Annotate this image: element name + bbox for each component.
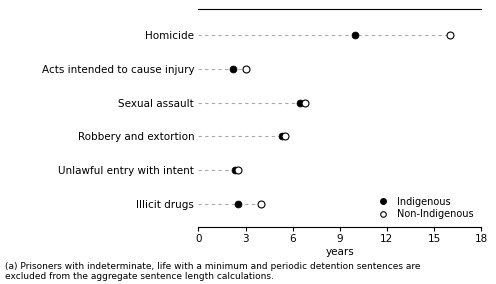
Point — [231, 168, 239, 172]
Point — [234, 201, 242, 206]
X-axis label: years: years — [325, 247, 354, 257]
Text: (a) Prisoners with indeterminate, life with a minimum and periodic detention sen: (a) Prisoners with indeterminate, life w… — [5, 262, 421, 281]
Point — [301, 101, 309, 105]
Point — [242, 67, 249, 71]
Point — [257, 201, 265, 206]
Point — [281, 134, 289, 139]
Point — [278, 134, 286, 139]
Point — [446, 33, 454, 38]
Point — [229, 67, 237, 71]
Point — [297, 101, 305, 105]
Legend: Indigenous, Non-Indigenous: Indigenous, Non-Indigenous — [371, 194, 476, 222]
Point — [352, 33, 360, 38]
Point — [234, 168, 242, 172]
